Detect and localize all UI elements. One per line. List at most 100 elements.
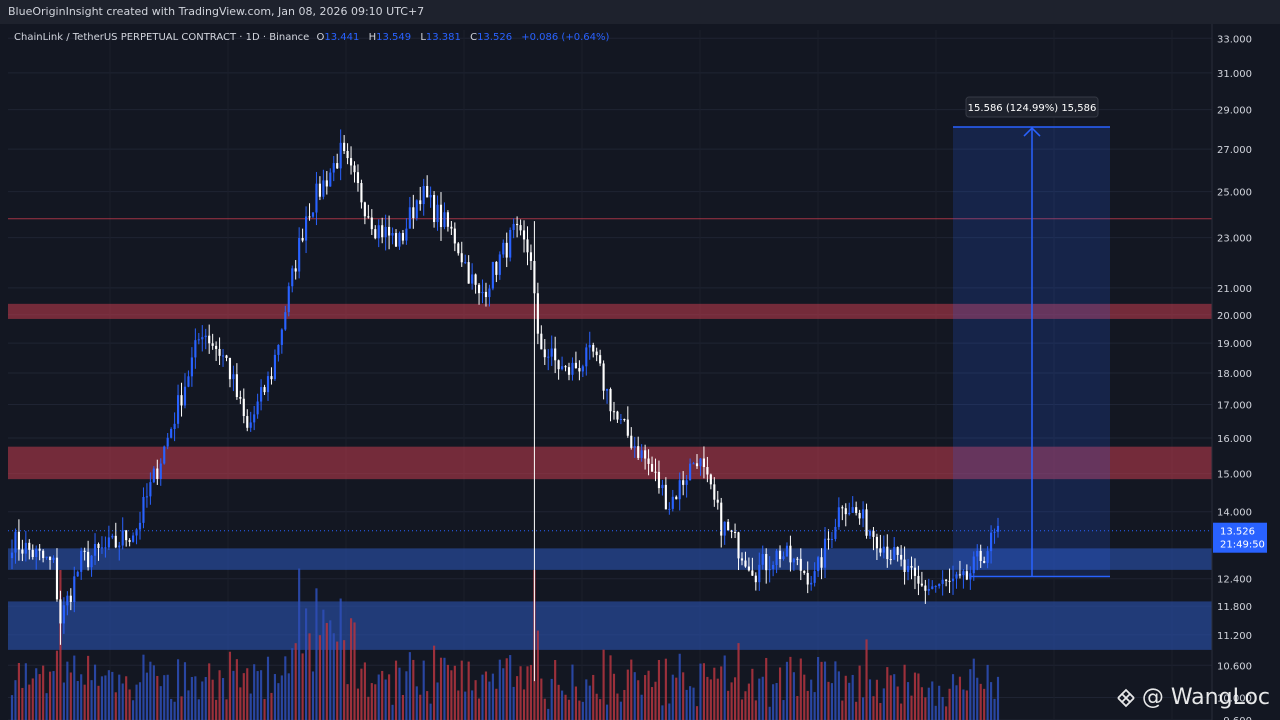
- candle-body: [868, 530, 872, 536]
- volume-bar: [298, 568, 301, 720]
- volume-bar: [346, 684, 349, 720]
- volume-bar: [592, 674, 595, 720]
- volume-bar: [55, 650, 59, 720]
- volume-bar: [619, 701, 622, 720]
- volume-bar: [114, 692, 117, 720]
- volume-bar: [945, 706, 948, 720]
- volume-bar: [903, 664, 906, 720]
- volume-bar: [343, 640, 346, 720]
- candle-body: [626, 419, 629, 436]
- price-tick-label: 9.600: [1223, 716, 1252, 720]
- volume-bar: [526, 666, 529, 720]
- binance-diamond-icon: [1117, 688, 1135, 707]
- volume-bar: [578, 700, 581, 720]
- candle-body: [512, 223, 515, 230]
- candle-body: [799, 558, 802, 571]
- candle-body: [80, 550, 83, 572]
- candle-body: [173, 423, 176, 430]
- candle-body: [239, 397, 242, 399]
- volume-bar: [315, 588, 318, 720]
- candle-body: [554, 348, 557, 361]
- volume-bar: [471, 690, 474, 720]
- volume-bar: [446, 664, 449, 720]
- candle-body: [702, 458, 706, 468]
- volume-bar: [495, 688, 498, 720]
- volume-bar: [744, 691, 747, 720]
- volume-bar: [429, 703, 432, 720]
- volume-bar: [38, 674, 41, 720]
- volume-bar: [156, 675, 159, 720]
- candle-body: [471, 274, 474, 284]
- volume-bar: [412, 659, 415, 720]
- volume-bar: [792, 672, 795, 720]
- volume-bar: [187, 690, 190, 720]
- volume-bar: [996, 676, 1000, 720]
- price-tick-label: 15.000: [1217, 470, 1252, 481]
- candle-body: [813, 571, 816, 583]
- candle-body: [318, 183, 321, 197]
- candle-body: [45, 556, 48, 559]
- candle-body: [855, 507, 858, 513]
- volume-bar: [830, 683, 834, 720]
- volume-bar: [329, 620, 332, 720]
- price-axis[interactable]: 33.000 31.000 29.000 27.000 25.000 23.000 21.0…: [8, 24, 1280, 720]
- volume-bar: [370, 683, 373, 720]
- candle-body: [270, 376, 273, 380]
- candle-body: [751, 570, 754, 576]
- candle-body: [31, 549, 34, 558]
- candle-body: [401, 233, 405, 241]
- volume-bar: [990, 682, 993, 720]
- candle-body: [889, 559, 892, 561]
- volume-bar: [294, 643, 297, 720]
- candle-body: [343, 142, 346, 151]
- candle-body: [848, 512, 851, 515]
- candle-body: [408, 207, 411, 229]
- volume-bar: [813, 692, 816, 720]
- candle-body: [785, 545, 789, 557]
- candle-body: [536, 293, 539, 334]
- volume-bar: [436, 682, 439, 720]
- candle-body: [830, 538, 834, 540]
- candle-body: [993, 531, 996, 533]
- volume-bar: [785, 661, 789, 720]
- volume-bar: [484, 671, 488, 720]
- volume-bar: [394, 660, 398, 720]
- volume-bar: [197, 699, 200, 720]
- candle-body: [844, 508, 847, 515]
- ohlc-legend: ChainLink / TetherUS PERPETUAL CONTRACT …: [14, 32, 609, 43]
- candle-body: [256, 401, 259, 415]
- candle-body: [841, 507, 844, 509]
- candle-body: [668, 508, 671, 510]
- volume-bar: [834, 661, 837, 720]
- candle-body: [578, 368, 581, 372]
- volume-bar: [481, 674, 484, 720]
- candle-body: [190, 357, 193, 377]
- low-label: L: [420, 32, 426, 43]
- candle-body: [415, 200, 418, 219]
- candle-body: [138, 522, 142, 530]
- volume-bar: [810, 679, 813, 720]
- measure-tool[interactable]: 15.586 (124.99%) 15,586: [953, 96, 1110, 578]
- volume-bar: [76, 681, 79, 720]
- candle-body: [782, 556, 785, 560]
- candle-body: [111, 535, 114, 538]
- candle-body: [277, 344, 280, 355]
- candle-body: [235, 374, 238, 398]
- candle-body: [176, 395, 180, 424]
- volume-bar: [221, 678, 225, 720]
- candle-body: [453, 228, 456, 244]
- candle-body: [675, 496, 678, 500]
- candle-body: [557, 360, 560, 370]
- candle-body: [761, 553, 764, 565]
- candle-body: [958, 574, 962, 576]
- volume-bar: [339, 598, 342, 720]
- volume-bar: [706, 676, 709, 720]
- candle-body: [38, 548, 41, 551]
- volume-bar: [118, 674, 121, 720]
- volume-bar: [958, 676, 962, 720]
- candle-body: [637, 446, 640, 458]
- volume-bar: [401, 694, 405, 720]
- volume-bar: [972, 658, 975, 720]
- volume-bar: [882, 688, 885, 720]
- volume-bar: [391, 704, 394, 720]
